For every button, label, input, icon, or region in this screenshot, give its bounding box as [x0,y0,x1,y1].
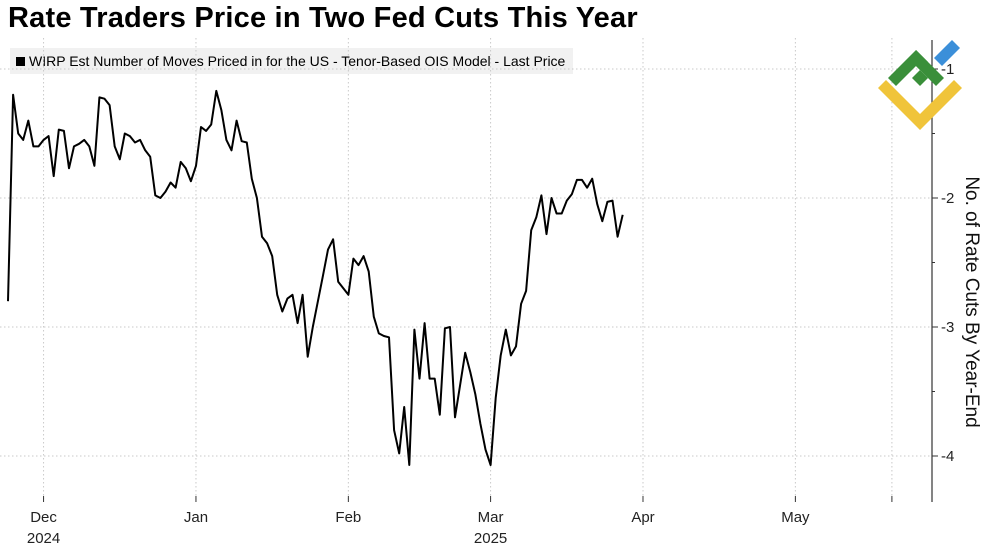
y-tick-label: -1 [941,61,954,78]
logo-blue-mark [934,40,960,66]
x-tick-label: Jan [184,509,208,526]
legend-label: WIRP Est Number of Moves Priced in for t… [29,53,566,69]
x-tick-label: Dec [30,509,57,526]
chart-title: Rate Traders Price in Two Fed Cuts This … [8,2,638,34]
y-axis-title: No. of Rate Cuts By Year-End [961,176,982,427]
series-group [7,89,624,466]
y-tick-label: -3 [941,319,954,336]
chart-legend: WIRP Est Number of Moves Priced in for t… [10,48,574,74]
logo-green-mark [888,50,944,86]
x-tick-label: May [781,509,810,526]
y-tick-label: -4 [941,448,954,465]
y-tick-label: -2 [941,190,954,207]
grid-lines [0,38,932,502]
series-line [7,89,624,466]
legend-swatch [16,57,25,66]
x-tick-label: Apr [631,509,654,526]
logo-yellow-mark [878,80,962,130]
brand-logo-icon [878,40,962,130]
x-tick-label: Feb [335,509,361,526]
x-tick-sublabel: 2024 [27,530,60,545]
x-tick-sublabel: 2025 [474,530,507,545]
x-tick-label: Mar [478,509,504,526]
tick-labels: -1 -2 -3 -4 Dec 2024 Jan Feb Mar 2025 Apr May [27,61,954,545]
